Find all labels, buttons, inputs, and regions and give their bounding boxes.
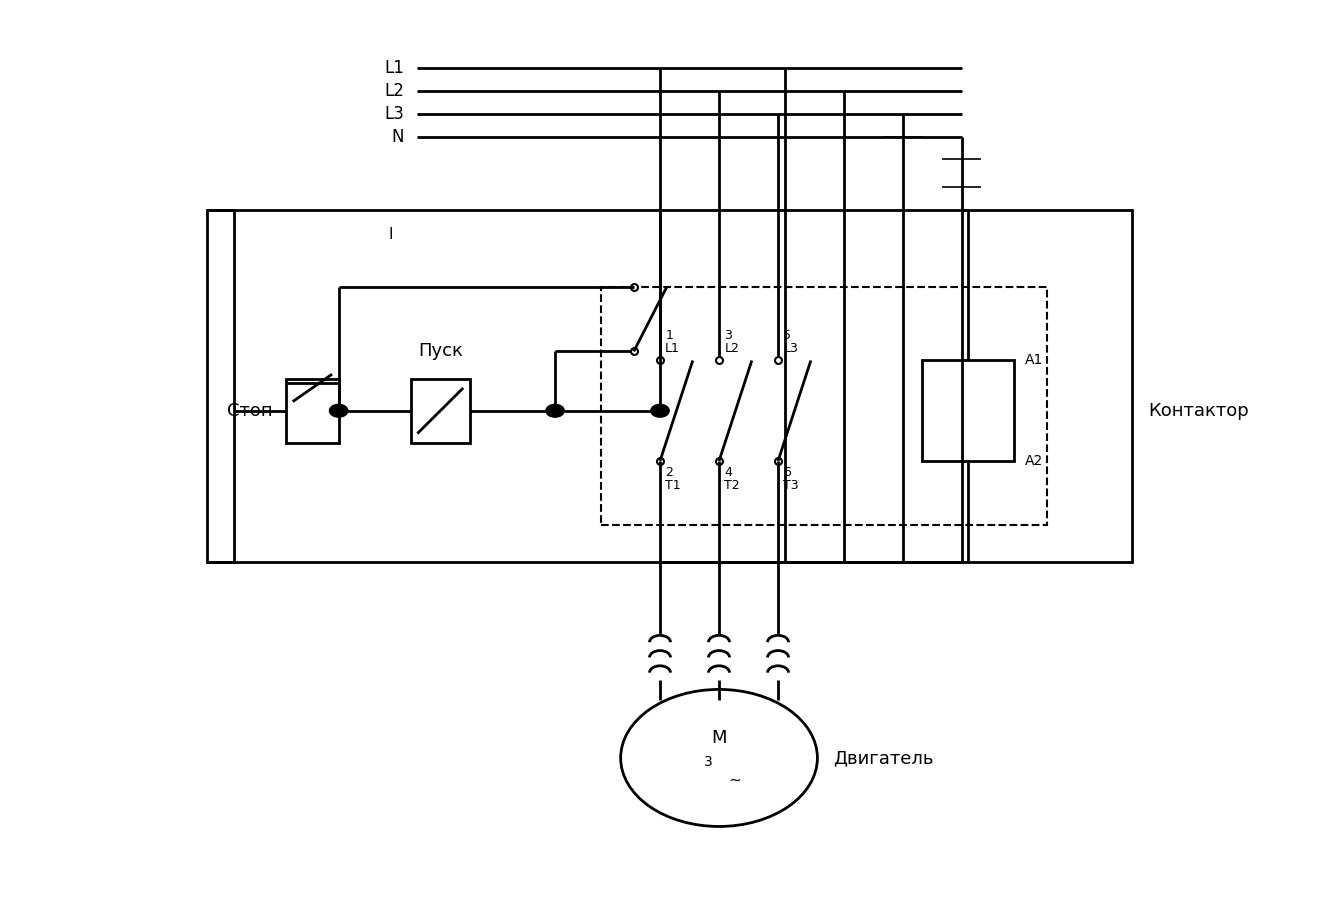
Bar — [923, 361, 1014, 461]
Text: 4: 4 — [725, 467, 733, 479]
Text: 1: 1 — [665, 329, 673, 342]
Text: Пуск: Пуск — [418, 342, 463, 361]
Text: T1: T1 — [665, 479, 681, 492]
Text: T3: T3 — [783, 479, 799, 492]
Bar — [411, 379, 470, 443]
Text: 5: 5 — [783, 329, 791, 342]
Text: A1: A1 — [1024, 353, 1043, 368]
Text: 3: 3 — [704, 754, 713, 769]
Bar — [286, 379, 339, 443]
Text: A2: A2 — [1024, 454, 1043, 468]
Text: 2: 2 — [665, 467, 673, 479]
Circle shape — [546, 405, 564, 417]
Text: М: М — [711, 728, 727, 747]
Text: Стоп: Стоп — [227, 402, 273, 420]
Text: L1: L1 — [384, 59, 404, 77]
Text: L2: L2 — [384, 82, 404, 100]
Text: T2: T2 — [725, 479, 741, 492]
Text: 6: 6 — [783, 467, 791, 479]
Circle shape — [330, 405, 348, 417]
Text: Двигатель: Двигатель — [833, 749, 933, 767]
Text: L2: L2 — [725, 342, 739, 355]
Text: ~: ~ — [729, 773, 741, 787]
Text: Контактор: Контактор — [1148, 402, 1249, 420]
Text: L1: L1 — [665, 342, 680, 355]
Circle shape — [651, 405, 669, 417]
Bar — [601, 288, 1047, 525]
Text: L3: L3 — [783, 342, 799, 355]
Bar — [207, 209, 1133, 561]
Text: 3: 3 — [725, 329, 733, 342]
Text: L3: L3 — [384, 105, 404, 123]
Text: N: N — [392, 127, 404, 146]
Text: I: I — [389, 228, 393, 242]
